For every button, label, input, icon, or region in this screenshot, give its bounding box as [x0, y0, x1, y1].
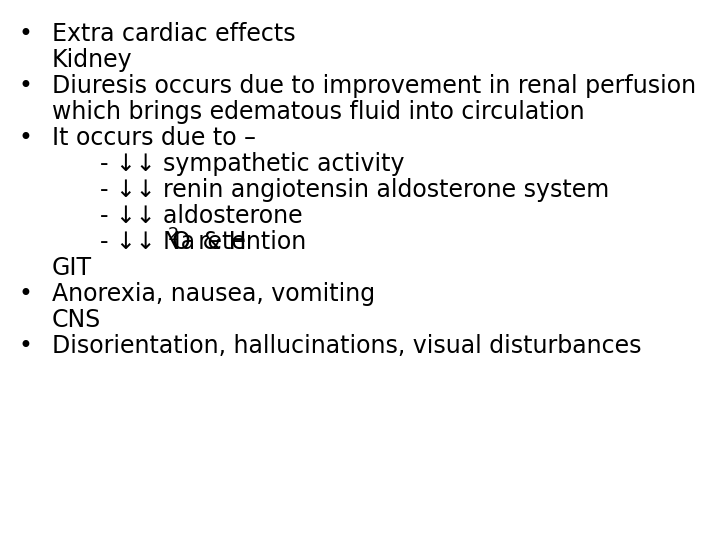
Text: Kidney: Kidney [52, 48, 132, 72]
Text: •: • [18, 126, 32, 150]
Text: - ↓↓ sympathetic activity: - ↓↓ sympathetic activity [100, 152, 405, 176]
Text: 2: 2 [167, 226, 179, 244]
Text: - ↓↓ aldosterone: - ↓↓ aldosterone [100, 204, 302, 228]
Text: •: • [18, 22, 32, 46]
Text: Disorientation, hallucinations, visual disturbances: Disorientation, hallucinations, visual d… [52, 334, 642, 358]
Text: which brings edematous fluid into circulation: which brings edematous fluid into circul… [52, 100, 585, 124]
Text: - ↓↓ renin angiotensin aldosterone system: - ↓↓ renin angiotensin aldosterone syste… [100, 178, 609, 202]
Text: O retention: O retention [172, 230, 306, 254]
Text: Diuresis occurs due to improvement in renal perfusion: Diuresis occurs due to improvement in re… [52, 74, 696, 98]
Text: - ↓↓ Na & H: - ↓↓ Na & H [100, 230, 246, 254]
Text: GIT: GIT [52, 256, 92, 280]
Text: •: • [18, 74, 32, 98]
Text: •: • [18, 334, 32, 358]
Text: CNS: CNS [52, 308, 102, 332]
Text: Extra cardiac effects: Extra cardiac effects [52, 22, 296, 46]
Text: Anorexia, nausea, vomiting: Anorexia, nausea, vomiting [52, 282, 375, 306]
Text: It occurs due to –: It occurs due to – [52, 126, 256, 150]
Text: •: • [18, 282, 32, 306]
